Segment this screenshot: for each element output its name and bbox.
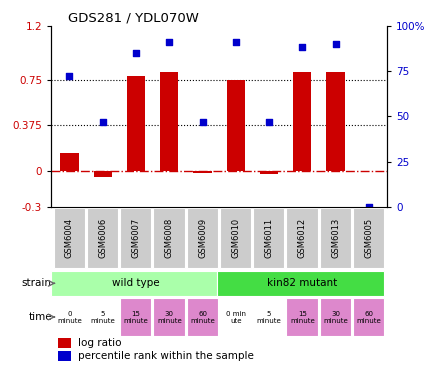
- Bar: [93, 171, 112, 177]
- Text: 60
minute: 60 minute: [356, 310, 381, 324]
- Point: [99, 119, 106, 125]
- FancyBboxPatch shape: [120, 208, 151, 268]
- Bar: [293, 71, 311, 171]
- Text: kin82 mutant: kin82 mutant: [267, 278, 337, 288]
- Bar: [287, 298, 318, 336]
- Text: GSM6006: GSM6006: [98, 218, 107, 258]
- Text: GSM6005: GSM6005: [364, 218, 373, 258]
- FancyBboxPatch shape: [220, 208, 251, 268]
- Bar: [227, 80, 245, 171]
- Text: 30
minute: 30 minute: [157, 310, 182, 324]
- Bar: [186, 298, 218, 336]
- Text: 5
minute: 5 minute: [257, 310, 281, 324]
- Text: 15
minute: 15 minute: [290, 310, 315, 324]
- Bar: [87, 298, 118, 336]
- Point: [166, 39, 173, 45]
- Bar: [58, 338, 71, 348]
- Bar: [320, 298, 351, 336]
- FancyBboxPatch shape: [320, 208, 351, 268]
- Text: 30
minute: 30 minute: [323, 310, 348, 324]
- Bar: [120, 298, 151, 336]
- Bar: [260, 171, 278, 174]
- Point: [299, 44, 306, 50]
- Text: GSM6008: GSM6008: [165, 218, 174, 258]
- Text: 0
minute: 0 minute: [57, 310, 82, 324]
- Bar: [353, 298, 384, 336]
- Point: [332, 41, 339, 47]
- FancyBboxPatch shape: [53, 208, 85, 268]
- Text: 0 min
ute: 0 min ute: [226, 310, 246, 324]
- Text: GSM6011: GSM6011: [265, 218, 274, 258]
- Text: percentile rank within the sample: percentile rank within the sample: [78, 351, 254, 361]
- Text: GSM6004: GSM6004: [65, 218, 74, 258]
- Point: [266, 119, 273, 125]
- Text: time: time: [28, 312, 52, 322]
- Bar: [51, 270, 218, 296]
- Bar: [194, 171, 212, 173]
- Point: [199, 119, 206, 125]
- Bar: [127, 76, 145, 171]
- Text: 60
minute: 60 minute: [190, 310, 215, 324]
- FancyBboxPatch shape: [153, 208, 185, 268]
- FancyBboxPatch shape: [353, 208, 384, 268]
- Bar: [218, 270, 384, 296]
- Bar: [58, 351, 71, 361]
- Bar: [327, 71, 345, 171]
- Text: GSM6012: GSM6012: [298, 218, 307, 258]
- Bar: [61, 153, 79, 171]
- Text: strain: strain: [22, 278, 52, 288]
- Text: GDS281 / YDL070W: GDS281 / YDL070W: [68, 11, 199, 25]
- Bar: [253, 298, 284, 336]
- Point: [133, 50, 140, 56]
- Point: [66, 74, 73, 79]
- FancyBboxPatch shape: [186, 208, 218, 268]
- Text: GSM6013: GSM6013: [331, 218, 340, 258]
- Text: 15
minute: 15 minute: [124, 310, 148, 324]
- Text: log ratio: log ratio: [78, 338, 121, 348]
- Text: GSM6010: GSM6010: [231, 218, 240, 258]
- Text: GSM6007: GSM6007: [132, 218, 141, 258]
- Text: GSM6009: GSM6009: [198, 218, 207, 258]
- FancyBboxPatch shape: [253, 208, 284, 268]
- Bar: [220, 298, 251, 336]
- Bar: [153, 298, 185, 336]
- Text: wild type: wild type: [112, 278, 160, 288]
- Bar: [160, 71, 178, 171]
- Text: 5
minute: 5 minute: [90, 310, 115, 324]
- FancyBboxPatch shape: [287, 208, 318, 268]
- Bar: [53, 298, 85, 336]
- Point: [365, 204, 372, 210]
- FancyBboxPatch shape: [87, 208, 118, 268]
- Point: [232, 39, 239, 45]
